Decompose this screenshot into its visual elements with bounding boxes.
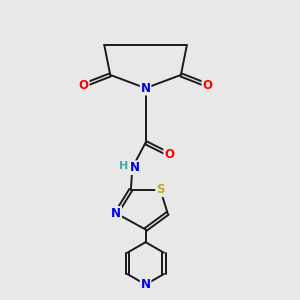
Text: H: H [119, 161, 128, 171]
Text: N: N [141, 278, 151, 291]
Text: O: O [164, 148, 174, 161]
Text: S: S [156, 183, 165, 196]
Text: O: O [79, 79, 89, 92]
Text: N: N [141, 82, 151, 95]
Text: O: O [202, 79, 212, 92]
Text: N: N [111, 207, 121, 220]
Text: N: N [130, 161, 140, 174]
